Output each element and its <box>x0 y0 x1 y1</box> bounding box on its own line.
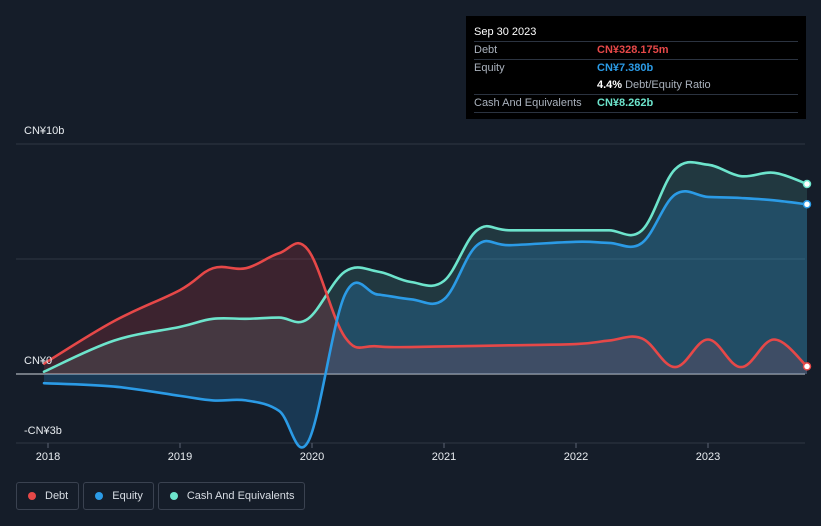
tooltip-equity-value: CN¥7.380b <box>597 62 654 74</box>
tooltip-equity-label: Equity <box>474 62 505 74</box>
cash-and-equivalents-end-marker <box>802 179 812 189</box>
tooltip-ratio-spacer <box>474 77 597 94</box>
tooltip-date: Sep 30 2023 <box>474 26 537 38</box>
tooltip-panel: Sep 30 2023 Debt CN¥328.175m Equity CN¥7… <box>466 16 806 119</box>
cash-and-equivalents-line <box>42 160 809 373</box>
tooltip-row-equity: Equity CN¥7.380b <box>474 59 798 77</box>
legend-item-equity[interactable]: Equity <box>83 482 154 510</box>
x-tick-label-2018: 2018 <box>35 451 61 463</box>
equity-end-marker <box>802 200 812 209</box>
x-tick-label-2019: 2019 <box>167 451 193 463</box>
tooltip-ratio-value: 4.4% <box>597 79 623 91</box>
tooltip-cash-label: Cash And Equivalents <box>474 97 582 109</box>
x-tick-label-2022: 2022 <box>563 451 589 463</box>
tooltip-cash-value: CN¥8.262b <box>597 97 654 109</box>
equity-area <box>44 191 807 448</box>
equity-line <box>42 190 809 449</box>
legend-dot-equity <box>95 492 104 500</box>
legend-item-debt[interactable]: Debt <box>16 482 80 510</box>
y-tick-label-top: CN¥10b <box>24 125 65 137</box>
legend-item-cash[interactable]: Cash And Equivalents <box>157 482 306 510</box>
legend: Debt Equity Cash And Equivalents <box>16 482 306 510</box>
legend-label-debt: Debt <box>45 490 69 502</box>
tooltip-ratio-label: Debt/Equity Ratio <box>625 79 711 91</box>
y-tick-label-bottom: -CN¥3b <box>24 425 62 437</box>
tooltip-row-debt: Debt CN¥328.175m <box>474 41 798 59</box>
legend-label-cash: Cash And Equivalents <box>186 490 295 502</box>
legend-dot-cash <box>169 492 178 500</box>
tooltip-debt-label: Debt <box>474 44 498 56</box>
debt-area <box>44 243 807 374</box>
debt-end-marker <box>802 362 812 371</box>
cash-and-equivalents-area <box>44 162 807 374</box>
x-tick-label-2023: 2023 <box>695 451 721 463</box>
x-tick-label-2020: 2020 <box>299 451 325 463</box>
debt-line <box>42 242 809 369</box>
y-tick-label-zero: CN¥0 <box>24 355 53 367</box>
tooltip-row-ratio: 4.4% Debt/Equity Ratio <box>474 77 798 94</box>
tooltip-divider <box>474 112 798 113</box>
legend-label-equity: Equity <box>112 490 143 502</box>
x-tick-label-2021: 2021 <box>431 451 457 463</box>
tooltip-debt-value: CN¥328.175m <box>597 44 669 56</box>
legend-dot-debt <box>28 492 36 500</box>
tooltip-row-cash: Cash And Equivalents CN¥8.262b <box>474 94 798 112</box>
